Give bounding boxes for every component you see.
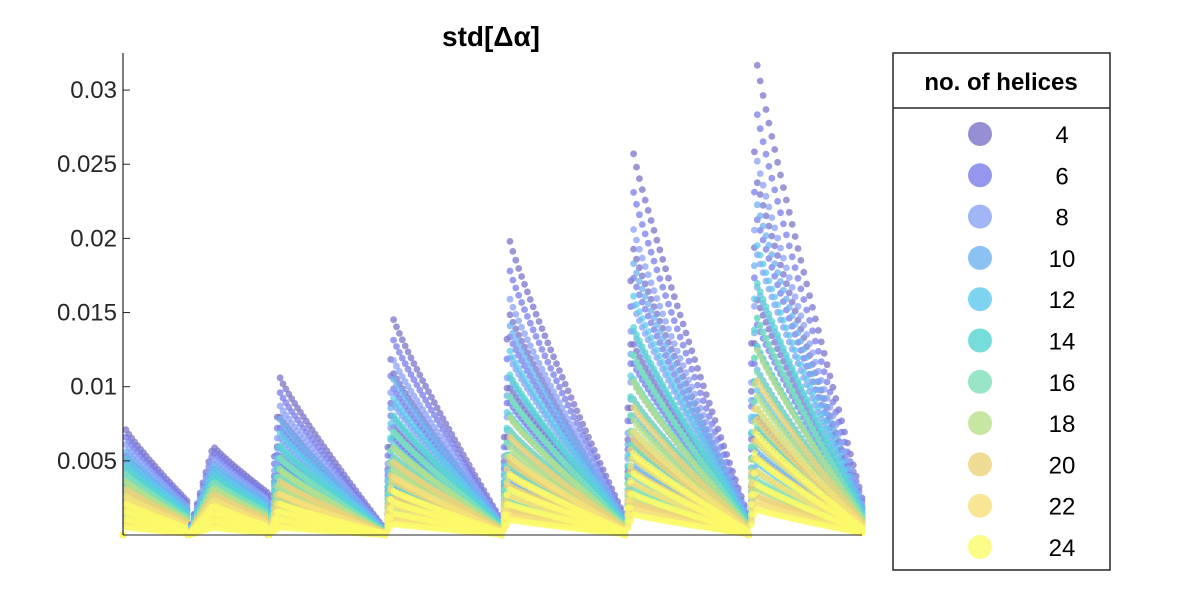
data-point — [393, 323, 400, 331]
data-point — [390, 316, 397, 324]
data-point — [387, 434, 395, 442]
data-point — [396, 330, 403, 337]
data-point — [390, 336, 397, 344]
data-point — [396, 349, 403, 356]
data-point — [401, 342, 409, 350]
data-point — [404, 348, 412, 356]
data-point — [393, 343, 400, 350]
data-point — [387, 404, 395, 412]
chart-title: std[Δα] — [442, 21, 540, 52]
data-point — [387, 420, 395, 427]
data-point — [390, 357, 397, 364]
data-point — [407, 354, 415, 362]
scatter-points — [119, 61, 866, 539]
data-point — [276, 374, 284, 382]
data-point — [398, 336, 406, 344]
